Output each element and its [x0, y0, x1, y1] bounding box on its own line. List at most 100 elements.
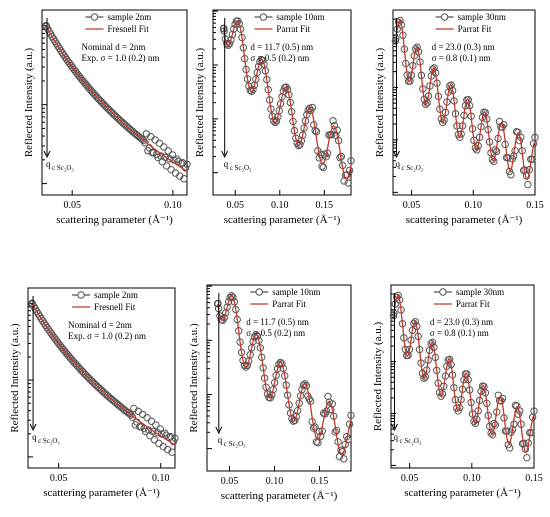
data-point [420, 374, 428, 382]
data-point [147, 417, 156, 425]
chart-panel-5: 0.05 0.10 0.15 q c Sc₂O₃ sample 10nm Parrat Fi… [188, 284, 355, 502]
data-point [143, 414, 151, 422]
data-point [249, 337, 257, 346]
x-axis-title: scattering parameter (Å⁻¹) [221, 490, 338, 502]
data-point [471, 419, 480, 428]
legend-sample-label: sample 2nm [108, 12, 152, 22]
y-axis-title: Reflected Intensity (a.u.) [188, 323, 200, 433]
x-tick-label: 0.05 [401, 473, 419, 484]
data-point [347, 411, 355, 420]
data-point [128, 413, 137, 421]
data-point [423, 99, 431, 107]
data-point [340, 177, 348, 185]
legend-sample-marker [77, 291, 85, 299]
data-point [173, 155, 181, 163]
data-point [255, 336, 263, 345]
annotation-text: σ = 0.5 (0.2) nm [250, 53, 309, 63]
annotation-text: d = 11.7 (0.5) nm [246, 317, 309, 327]
data-point [152, 421, 160, 429]
data-point [296, 140, 304, 149]
data-point [138, 410, 147, 419]
x-axis-title: scattering parameter (Å⁻¹) [404, 487, 521, 499]
data-point [308, 103, 317, 112]
qc-arrowhead [393, 150, 400, 159]
data-point [161, 153, 169, 162]
data-point [327, 130, 336, 139]
data-point [329, 117, 337, 125]
qc-arrowhead [391, 423, 398, 432]
data-point [273, 365, 282, 373]
chart-panel-6: 0.05 0.10 0.15 q c Sc₂O₃ sample 30nm Parrat Fi… [372, 284, 543, 499]
annotation-text: Exp. σ = 1.0 (0.2) nm [82, 53, 160, 63]
data-point [223, 303, 231, 311]
data-point [340, 455, 348, 463]
x-tick-label: 0.10 [271, 200, 289, 211]
data-point [253, 332, 262, 340]
data-point [150, 436, 159, 444]
data-point [291, 416, 299, 425]
annotation-text: Nominal d = 2nm [82, 42, 146, 52]
qc-subscript: c Sc₂O₃ [224, 440, 246, 448]
x-axis-title: scattering parameter (Å⁻¹) [406, 214, 523, 226]
legend-sample-label: sample 30nm [458, 12, 506, 22]
legend-fit-label: Parrat Fit [276, 24, 310, 34]
data-point [252, 75, 260, 83]
data-point [413, 43, 421, 51]
qc-subscript: c Sc₂O₃ [399, 437, 421, 445]
data-point [303, 110, 311, 119]
data-point [276, 358, 285, 367]
data-point [155, 439, 163, 448]
series-fit-line [392, 294, 535, 454]
data-point [242, 363, 250, 371]
data-point [278, 93, 286, 101]
qc-subscript: c Sc₂O₃ [52, 164, 74, 172]
series-fit-line [394, 19, 536, 181]
x-tick-label: 0.15 [525, 473, 543, 484]
data-point [347, 157, 355, 165]
data-point [227, 292, 236, 300]
legend-sample-marker [255, 288, 263, 296]
data-point [438, 390, 447, 398]
data-point [488, 431, 497, 439]
data-point [228, 30, 237, 39]
data-point [344, 179, 352, 187]
x-tick-label: 0.05 [227, 200, 245, 211]
x-tick-label: 0.05 [403, 200, 421, 211]
data-point [171, 434, 179, 442]
data-point [167, 165, 175, 174]
annotation-text: σ = 0.8 (0.1) nm [432, 53, 491, 63]
series-fit-line [217, 295, 352, 456]
qc-subscript: c Sc₂O₃ [230, 164, 252, 172]
data-point [156, 425, 165, 433]
data-point [160, 143, 168, 151]
x-tick-label: 0.10 [465, 200, 483, 211]
data-point [230, 25, 238, 33]
data-point [252, 331, 260, 339]
data-point [530, 407, 538, 415]
annotation-text: σ = 0.8 (0.1) nm [430, 328, 489, 338]
chart-panel-2: 0.05 0.10 0.15 q c Sc₂O₃ sample 10nm Parrat Fi… [194, 9, 355, 226]
data-point [445, 355, 454, 363]
plot-frame [390, 284, 535, 469]
data-point [164, 147, 172, 155]
x-tick-label: 0.10 [463, 473, 481, 484]
series-fit-line [45, 25, 188, 172]
legend-sample-marker [259, 13, 268, 21]
data-point [315, 427, 324, 436]
legend-sample-label: sample 10nm [276, 12, 324, 22]
legend-sample-marker [440, 13, 449, 21]
data-point [411, 318, 420, 326]
data-point [161, 429, 169, 437]
data-point [224, 297, 233, 306]
data-point [487, 429, 495, 437]
data-point [524, 180, 532, 189]
data-point [298, 385, 306, 394]
series-fit-line [223, 20, 352, 180]
data-point [447, 81, 455, 89]
x-tick-label: 0.10 [266, 476, 284, 487]
qc-subscript: c Sc₂O₃ [401, 164, 423, 172]
data-point [456, 133, 464, 142]
data-point [531, 133, 539, 142]
annotation-text: d = 11.7 (0.5) nm [250, 42, 313, 52]
